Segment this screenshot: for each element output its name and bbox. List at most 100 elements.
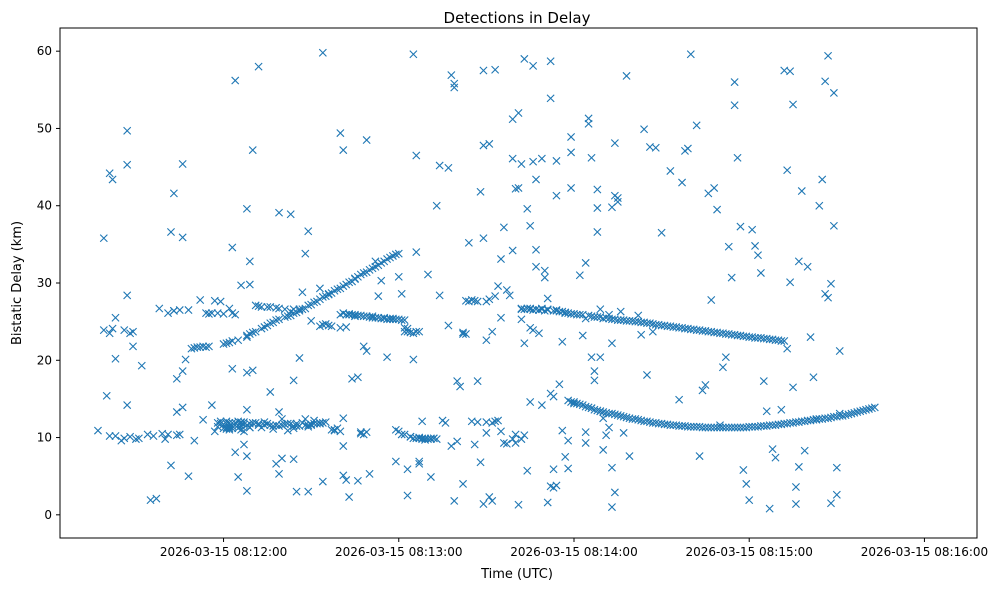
data-point <box>736 423 745 432</box>
data-point <box>412 248 421 257</box>
data-point <box>751 333 760 342</box>
data-point <box>307 316 316 325</box>
data-point <box>718 363 727 372</box>
y-tick-label: 50 <box>37 121 52 135</box>
data-point <box>496 313 505 322</box>
data-point <box>210 427 219 436</box>
data-point <box>643 370 651 379</box>
data-point <box>242 486 251 495</box>
data-point <box>532 175 541 184</box>
data-point <box>634 415 643 424</box>
data-point <box>394 249 403 258</box>
data-point <box>251 301 260 310</box>
data-point <box>415 459 424 468</box>
data-point <box>543 294 552 303</box>
data-point <box>864 404 873 413</box>
data-point <box>155 304 164 313</box>
data-point <box>143 430 152 439</box>
data-point <box>336 427 345 436</box>
data-point <box>532 262 541 271</box>
data-point <box>704 423 713 432</box>
data-point <box>634 311 643 320</box>
data-point <box>841 411 850 420</box>
data-point <box>786 67 795 76</box>
data-point <box>610 488 619 497</box>
data-point <box>105 329 114 338</box>
data-point <box>491 65 500 74</box>
data-point <box>727 423 736 432</box>
data-point <box>470 296 479 305</box>
data-point <box>172 408 181 417</box>
x-tick-label: 2026-03-15 08:15:00 <box>685 545 812 559</box>
data-point <box>701 423 710 432</box>
data-point <box>348 374 357 383</box>
data-point <box>777 336 786 345</box>
data-point <box>383 353 392 362</box>
data-point <box>108 324 117 333</box>
data-point <box>204 342 213 351</box>
data-point <box>228 424 237 433</box>
data-point <box>362 347 371 355</box>
data-point <box>339 471 348 480</box>
data-point <box>283 312 292 321</box>
data-point <box>806 333 815 342</box>
data-point <box>152 494 161 503</box>
data-point <box>476 187 485 196</box>
data-point <box>166 461 175 470</box>
data-point <box>794 257 803 266</box>
data-point <box>765 504 774 513</box>
data-point <box>345 493 354 502</box>
data-point <box>336 129 345 138</box>
data-point <box>596 305 605 314</box>
data-point <box>567 183 576 192</box>
data-point <box>543 498 552 507</box>
plot-frame <box>59 27 978 539</box>
data-point <box>400 316 409 325</box>
data-point <box>748 422 757 431</box>
data-point <box>502 285 511 294</box>
data-point <box>797 187 806 196</box>
data-point <box>511 184 520 193</box>
data-point <box>418 417 427 426</box>
x-axis-ticks: 2026-03-15 08:12:00 2026-03-15 08:13:00 20… <box>160 538 988 559</box>
data-point <box>622 71 631 80</box>
data-point <box>412 327 421 336</box>
data-point <box>272 303 281 312</box>
data-point <box>298 305 307 314</box>
data-point <box>228 364 237 373</box>
data-point <box>698 423 707 432</box>
data-point <box>637 330 646 339</box>
data-point <box>727 273 736 282</box>
data-point <box>342 323 351 332</box>
data-point <box>444 321 453 330</box>
data-point <box>453 437 462 446</box>
data-point <box>575 400 584 409</box>
data-point <box>581 402 590 411</box>
data-point <box>558 426 567 435</box>
data-point <box>310 298 319 307</box>
data-point <box>724 423 733 432</box>
data-point <box>403 324 412 333</box>
data-point <box>537 154 546 163</box>
data-point <box>207 401 216 410</box>
data-point <box>111 354 120 363</box>
data-point <box>275 315 284 324</box>
data-point <box>499 438 508 447</box>
y-tick-label: 40 <box>37 199 52 213</box>
data-point <box>242 368 251 377</box>
data-point <box>266 387 275 396</box>
data-point <box>561 452 570 461</box>
data-point <box>461 330 470 338</box>
data-point <box>783 166 792 175</box>
data-point <box>730 78 739 87</box>
data-point <box>248 146 257 155</box>
data-point <box>675 395 684 404</box>
data-point <box>339 146 348 155</box>
data-point <box>123 401 132 410</box>
data-point <box>491 292 500 301</box>
data-point <box>450 496 459 505</box>
data-point <box>137 361 146 370</box>
data-point <box>400 323 409 332</box>
data-point <box>730 101 739 110</box>
